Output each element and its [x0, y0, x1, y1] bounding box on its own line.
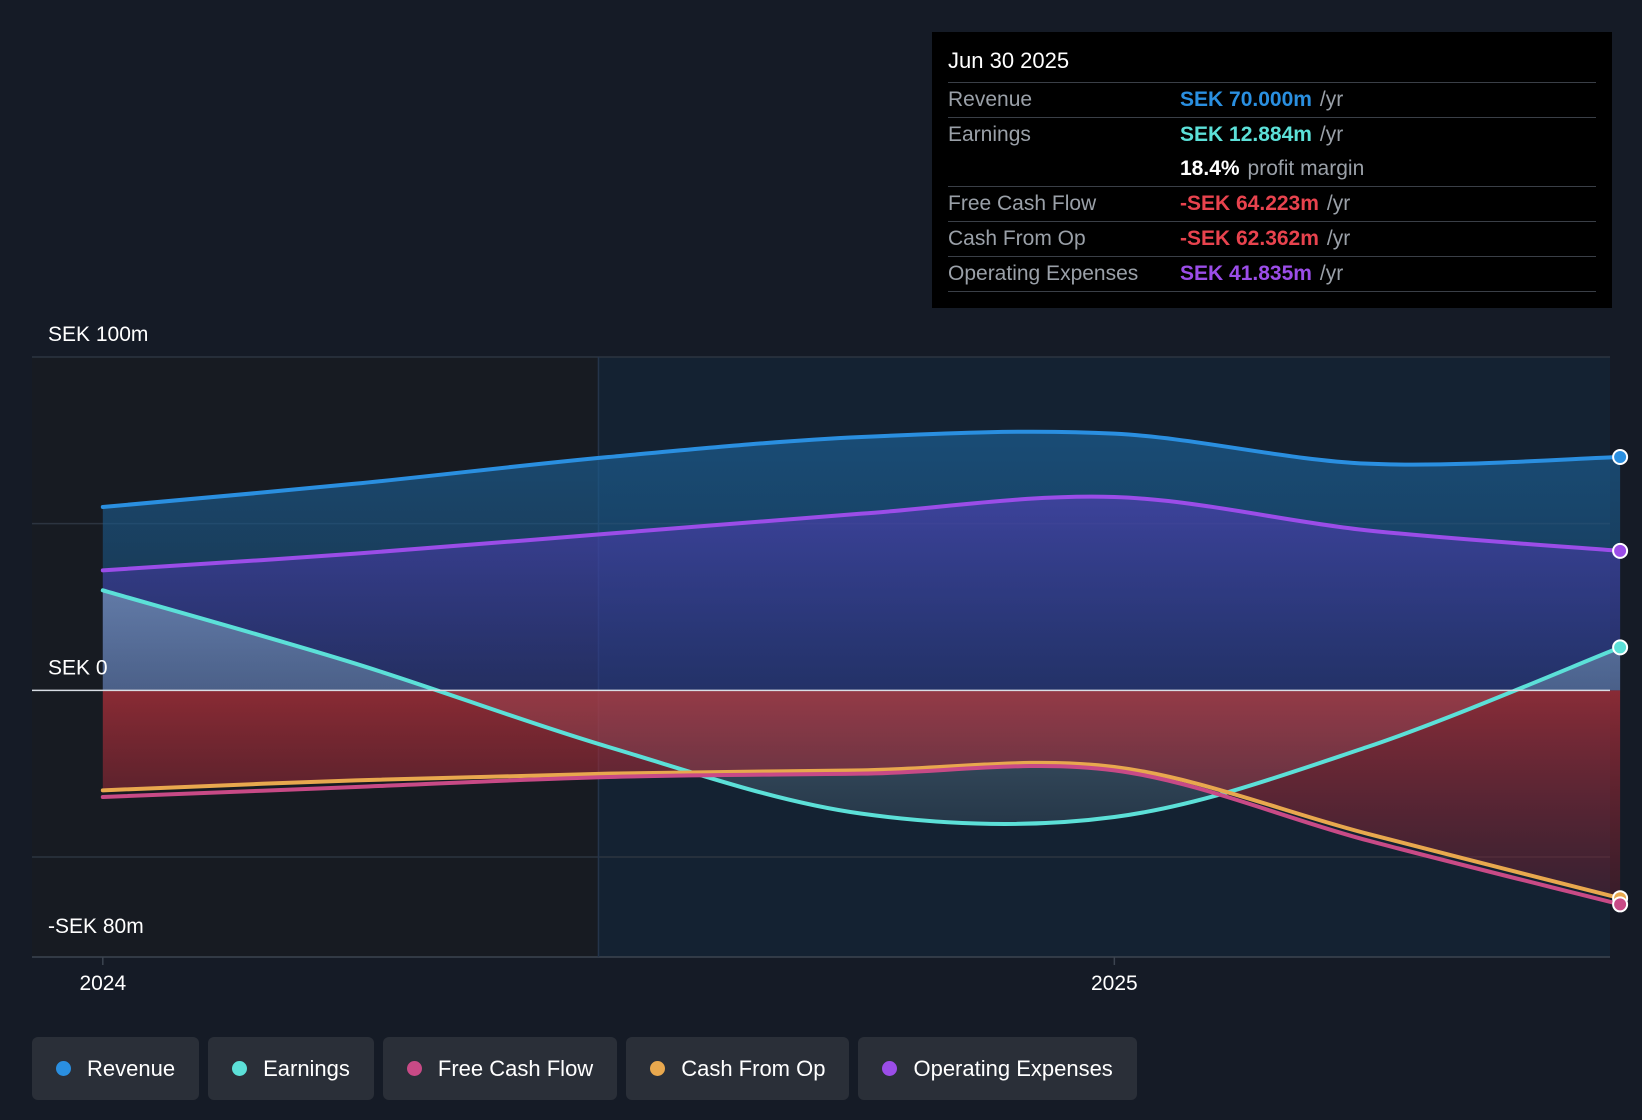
legend-label: Free Cash Flow: [437, 1055, 594, 1081]
tooltip-row-value: SEK 41.835m: [1180, 262, 1312, 285]
cash-from-op-line: [100, 760, 1623, 901]
tooltip-row-label: Free Cash Flow: [948, 192, 1097, 215]
legend: Revenue Earnings Free Cash Flow Cash From O…: [32, 1037, 1137, 1100]
legend-label: Cash From Op: [681, 1055, 826, 1081]
legend-dot-icon: [406, 1061, 422, 1076]
y-tick-label: SEK 0: [48, 656, 108, 679]
free-cash-flow-end-point: [1612, 896, 1629, 913]
tooltip-row-label: Revenue: [948, 88, 1033, 111]
x-tick-label: 2024: [79, 972, 126, 995]
tooltip-row: Free Cash Flow -SEK 64.223m/yr: [948, 186, 1596, 221]
tooltip-row-value: -SEK 62.362m: [1180, 227, 1319, 250]
legend-item-cash-from-op[interactable]: Cash From Op: [626, 1037, 850, 1100]
earnings-line: [100, 588, 1623, 827]
legend-dot-icon: [232, 1061, 248, 1076]
tooltip-panel: Jun 30 2025 Revenue SEK 70.000m/yr Earning…: [932, 32, 1612, 308]
tooltip-row: Cash From Op -SEK 62.362m/yr: [948, 221, 1596, 256]
tooltip-row-value: SEK 70.000m: [1180, 88, 1312, 111]
tooltip-row-unit: /yr: [1319, 123, 1344, 146]
tooltip-date: Jun 30 2025: [948, 48, 1070, 73]
tooltip-row-unit: /yr: [1326, 192, 1351, 215]
legend-item-free-cash-flow[interactable]: Free Cash Flow: [382, 1037, 618, 1100]
tooltip-row: 18.4% profit margin: [948, 152, 1596, 186]
legend-item-revenue[interactable]: Revenue: [32, 1037, 200, 1100]
tooltip-row: Earnings SEK 12.884m/yr: [948, 117, 1596, 152]
operating-expenses-line: [100, 494, 1623, 573]
tooltip-row: Operating Expenses SEK 41.835m/yr: [948, 256, 1596, 292]
tooltip-row-value: -SEK 64.223m: [1180, 192, 1319, 215]
legend-item-earnings[interactable]: Earnings: [208, 1037, 374, 1100]
legend-label: Revenue: [87, 1055, 176, 1081]
free-cash-flow-line: [100, 763, 1623, 907]
legend-dot-icon: [56, 1061, 71, 1076]
legend-label: Earnings: [263, 1055, 350, 1081]
revenue-end-point: [1612, 449, 1629, 465]
y-tick-label: -SEK 80m: [48, 915, 144, 938]
tooltip-row-unit: /yr: [1326, 227, 1351, 250]
tooltip-row-unit: /yr: [1319, 262, 1344, 285]
legend-dot-icon: [650, 1061, 666, 1076]
x-tick-label: 2025: [1091, 972, 1138, 995]
earnings-end-point: [1612, 639, 1629, 656]
tooltip-row-value: 18.4%: [1180, 157, 1240, 180]
tooltip-row-unit: /yr: [1319, 88, 1344, 111]
legend-label: Operating Expenses: [913, 1055, 1113, 1081]
operating-expenses-end-point: [1612, 542, 1629, 559]
tooltip-row-label: Operating Expenses: [948, 262, 1139, 285]
cash-from-op-area: [102, 690, 1621, 899]
legend-dot-icon: [882, 1061, 898, 1076]
revenue-line: [100, 429, 1623, 509]
tooltip-row-value: SEK 12.884m: [1180, 123, 1312, 146]
legend-item-operating-expenses[interactable]: Operating Expenses: [858, 1037, 1137, 1100]
tooltip-row-label: Cash From Op: [948, 227, 1086, 250]
y-tick-label: SEK 100m: [48, 323, 148, 346]
tooltip-row-unit: profit margin: [1247, 157, 1365, 180]
tooltip-row-label: Earnings: [948, 123, 1031, 146]
tooltip-row: Revenue SEK 70.000m/yr: [948, 82, 1596, 117]
